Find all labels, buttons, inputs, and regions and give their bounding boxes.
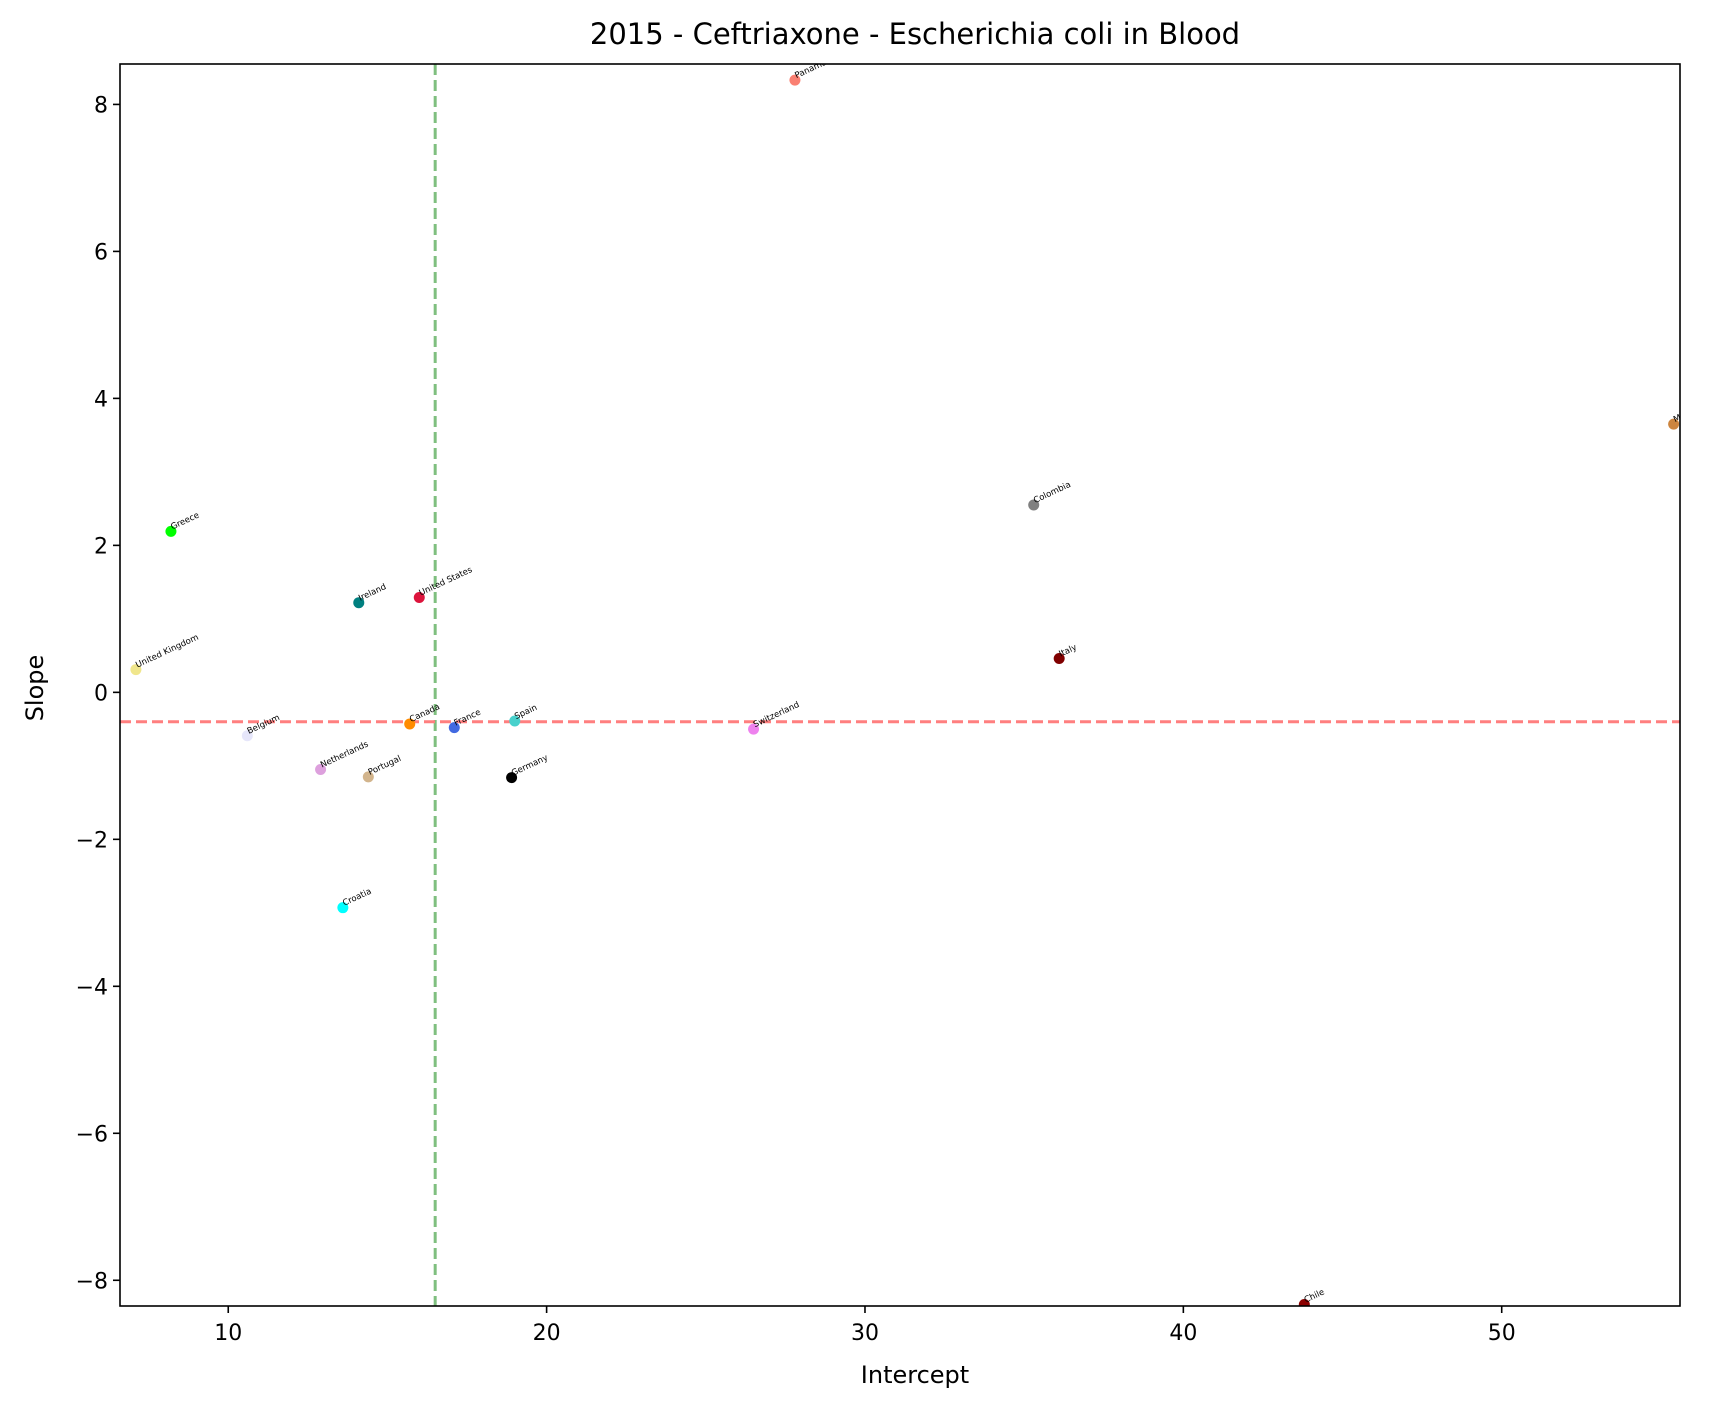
point-ireland	[353, 597, 365, 609]
x-tick-label: 40	[1169, 1321, 1197, 1346]
point-label-italy: Italy	[1058, 643, 1079, 660]
point-germany	[506, 772, 518, 784]
point-france	[448, 722, 460, 734]
point-label-united-kingdom: United Kingdom	[134, 633, 200, 671]
point-label-france: France	[453, 708, 483, 729]
plot-frame	[119, 63, 1681, 1307]
point-panama	[789, 74, 801, 86]
axis-ticks: 10 20 30 40 50 −8 −6 −4 −2 0 2 4 6 8	[76, 93, 1516, 1346]
point-switzerland	[748, 723, 760, 735]
point-label-netherlands: Netherlands	[319, 739, 371, 770]
y-tick-label: 2	[94, 534, 108, 559]
y-tick-label: 0	[94, 681, 108, 706]
point-portugal	[362, 771, 374, 783]
point-united-kingdom	[130, 664, 142, 676]
point-italy	[1053, 653, 1065, 665]
x-axis-label: Intercept	[861, 1361, 969, 1389]
y-tick-label: −8	[76, 1269, 108, 1294]
point-label-croatia: Croatia	[341, 887, 373, 909]
point-label-greece: Greece	[169, 511, 201, 533]
x-tick-label: 20	[533, 1321, 561, 1346]
x-tick-label: 30	[851, 1321, 879, 1346]
x-tick-label: 10	[214, 1321, 242, 1346]
point-label-ireland: Ireland	[357, 582, 388, 603]
y-tick-label: −4	[76, 975, 108, 1000]
plot-area: Panama Mexico Colombia Greece Ireland United …	[120, 58, 1703, 1306]
point-label-panama: Panama	[793, 58, 828, 81]
y-tick-label: 4	[94, 387, 108, 412]
y-tick-label: −2	[76, 828, 108, 853]
point-label-switzerland: Switzerland	[752, 700, 801, 730]
point-croatia	[337, 902, 349, 914]
point-colombia	[1028, 499, 1040, 511]
point-label-belgium: Belgium	[246, 713, 282, 737]
point-label-colombia: Colombia	[1032, 480, 1072, 506]
point-label-portugal: Portugal	[367, 754, 403, 778]
point-belgium	[241, 730, 253, 742]
point-label-mexico: Mexico	[1672, 403, 1703, 425]
point-greece	[165, 525, 177, 537]
point-spain	[509, 715, 521, 727]
y-tick-label: 8	[94, 93, 108, 118]
point-netherlands	[315, 764, 327, 776]
plot-marks: Panama Mexico Colombia Greece Ireland United …	[120, 58, 1703, 1306]
point-chile	[1298, 1299, 1310, 1306]
point-label-chile: Chile	[1303, 1287, 1327, 1305]
x-tick-label: 50	[1488, 1321, 1516, 1346]
point-label-united-states: United States	[418, 565, 475, 599]
y-tick-label: −6	[76, 1122, 108, 1147]
y-tick-label: 6	[94, 240, 108, 265]
chart-title: 2015 - Ceftriaxone - Escherichia coli in…	[590, 17, 1240, 51]
point-canada	[404, 718, 416, 730]
point-mexico	[1668, 418, 1680, 430]
y-axis-label: Slope	[21, 655, 49, 722]
point-label-germany: Germany	[510, 753, 550, 779]
point-united-states	[413, 592, 425, 604]
point-label-spain: Spain	[513, 703, 539, 722]
